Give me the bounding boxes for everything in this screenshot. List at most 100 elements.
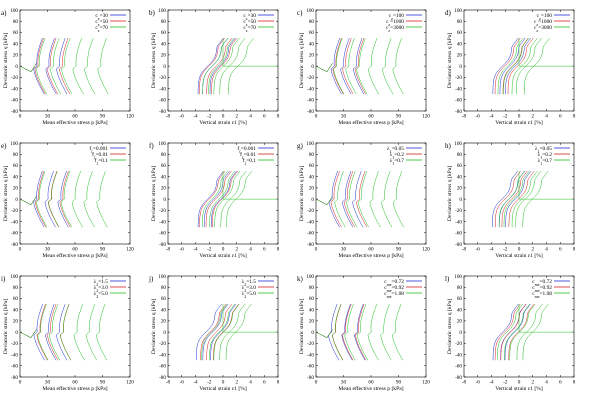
- legend-label: λ1=0.05: [535, 146, 552, 154]
- y-tick-label: 100: [306, 8, 314, 14]
- y-tick-label: 100: [158, 8, 166, 14]
- x-axis-label: Mean effective stress p [kPa]: [42, 252, 107, 259]
- y-tick-label: -40: [455, 352, 462, 358]
- x-tick-label: -2: [207, 380, 212, 386]
- y-tick-label: 40: [309, 174, 315, 180]
- x-tick-label: 8: [277, 247, 280, 253]
- strain-cycle: [209, 37, 236, 95]
- x-tick-label: 120: [126, 114, 134, 120]
- x-tick-label: 60: [368, 380, 374, 386]
- x-tick-label: -2: [503, 114, 508, 120]
- legend-label: cz=100: [389, 13, 405, 21]
- y-tick-label: 40: [457, 174, 463, 180]
- strain-cycle: [503, 170, 530, 228]
- y-tick-label: 20: [309, 186, 315, 192]
- strain-cycle: [492, 303, 519, 361]
- x-tick-label: 60: [72, 247, 78, 253]
- y-tick-label: 40: [161, 174, 167, 180]
- x-tick-label: -6: [476, 380, 481, 386]
- y-tick-label: -40: [159, 219, 166, 225]
- stress-path-cycle: [59, 171, 71, 228]
- y-axis-label: Deviatoric stress q [kPa]: [299, 299, 305, 354]
- y-tick-label: -60: [455, 98, 462, 104]
- strain-cycle: [505, 37, 532, 95]
- curves: [316, 38, 404, 95]
- stress-path-cycle: [33, 171, 45, 228]
- y-tick-label: 0: [163, 64, 166, 70]
- x-tick-label: 60: [72, 114, 78, 120]
- plot-frame: [167, 275, 279, 378]
- y-tick-label: 80: [309, 285, 315, 291]
- stress-path-cycle: [56, 304, 68, 361]
- legend-label: λ2=1.5: [242, 279, 257, 287]
- x-tick-label: 60: [368, 114, 374, 120]
- stress-path-cycle: [367, 304, 379, 361]
- y-tick-label: 20: [13, 53, 19, 59]
- legend: λ2=1.5λ2=3.0λ2=5.0: [94, 279, 126, 298]
- panel-label: k): [297, 275, 304, 283]
- strain-cycle: [206, 303, 233, 361]
- y-tick-label: 60: [457, 296, 463, 302]
- curves: [196, 303, 278, 361]
- x-axis-label: Mean effective stress p [kPa]: [42, 119, 107, 126]
- stress-path-cycle: [391, 304, 404, 361]
- y-tick-label: -20: [11, 341, 18, 347]
- curves: [20, 38, 109, 95]
- x-tick-label: 0: [19, 114, 22, 120]
- x-tick-label: 0: [19, 380, 22, 386]
- y-tick-label: 20: [309, 319, 315, 325]
- x-tick-label: 2: [235, 247, 238, 253]
- strain-cycle: [508, 170, 535, 228]
- x-tick-label: 90: [100, 114, 106, 120]
- x-tick-label: 8: [277, 114, 280, 120]
- stress-path-cycle: [332, 38, 344, 95]
- legend-label: λ1=0.2: [538, 152, 553, 160]
- y-tick-label: 60: [161, 296, 167, 302]
- strain-cycle: [500, 303, 527, 361]
- strain-cycle: [202, 303, 229, 361]
- legend-label: λ1=0.05: [387, 146, 404, 154]
- legend: λ2=1.5λ2=3.0λ2=5.0: [242, 279, 274, 298]
- y-tick-label: 40: [309, 307, 315, 313]
- strain-cycle: [202, 170, 228, 228]
- y-tick-label: -60: [307, 231, 314, 237]
- stress-path-cycle: [59, 304, 72, 361]
- strain-cycle: [492, 37, 519, 95]
- stress-path-cycle: [48, 304, 61, 361]
- y-tick-label: -40: [307, 86, 314, 92]
- legend-label: cme=1.08: [384, 291, 404, 299]
- stress-path-cycle: [369, 171, 381, 228]
- plot-frame: [463, 275, 575, 378]
- curves: [316, 304, 404, 361]
- stress-path-cycle: [45, 38, 57, 95]
- legend-label: λ2=3.0: [94, 285, 109, 293]
- panel-label: l): [445, 275, 450, 283]
- curves: [492, 37, 574, 95]
- x-tick-label: 120: [422, 114, 430, 120]
- x-axis-label: Vertical strain ε1 [%]: [495, 253, 543, 259]
- y-tick-label: 80: [161, 19, 167, 25]
- y-tick-label: -20: [307, 208, 314, 214]
- x-tick-label: -8: [166, 247, 171, 253]
- x-tick-label: -6: [476, 247, 481, 253]
- panel-label: a): [1, 9, 7, 17]
- y-tick-label: -80: [455, 375, 462, 381]
- y-tick-label: -60: [159, 364, 166, 370]
- x-tick-label: 4: [249, 380, 252, 386]
- legend-label: cme=0.92: [532, 285, 552, 293]
- legend-label: fζ=0.01: [240, 151, 256, 160]
- y-tick-label: -20: [455, 208, 462, 214]
- x-tick-label: -6: [180, 114, 185, 120]
- x-tick-label: 90: [396, 380, 402, 386]
- legend-label: cme=0.92: [384, 285, 404, 293]
- curves: [197, 37, 278, 95]
- x-tick-label: -6: [180, 380, 185, 386]
- stress-path-cycle: [56, 38, 68, 95]
- y-tick-label: 60: [457, 163, 463, 169]
- stress-path-cycle: [331, 304, 343, 361]
